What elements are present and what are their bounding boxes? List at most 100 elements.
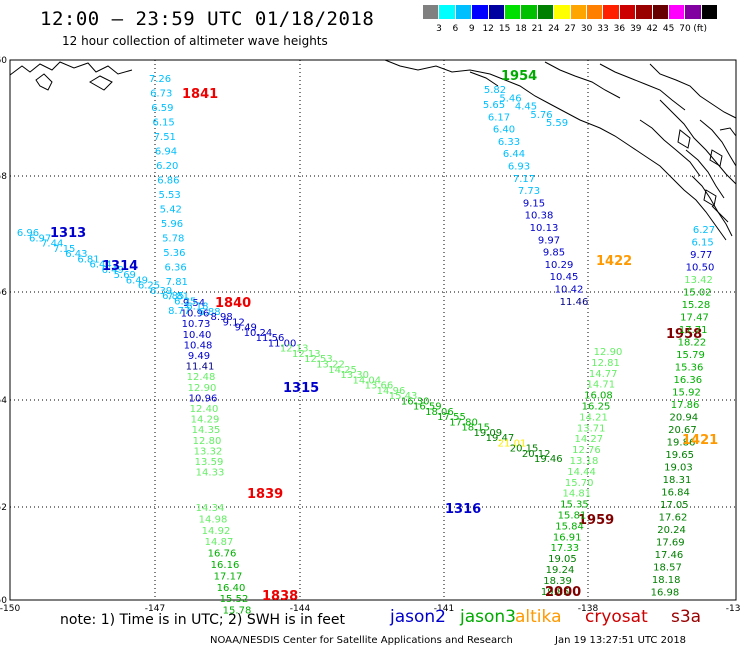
swh-value: 6.20	[156, 161, 178, 172]
swh-value: 5.46	[499, 93, 521, 104]
coastline-segment	[599, 63, 686, 111]
satellite-legend-item: jason3	[460, 607, 516, 627]
swh-value: 7.26	[149, 74, 171, 85]
lon-tick-label: -144	[290, 604, 311, 614]
legend-swatch	[685, 5, 701, 19]
swh-value: 16.98	[651, 588, 680, 599]
legend-label: 70	[679, 24, 691, 34]
swh-value: 15.79	[676, 350, 705, 361]
map-frame	[9, 59, 737, 601]
swh-value: 6.15	[152, 118, 174, 129]
track-time-label: 1313	[50, 226, 86, 241]
legend-label: 21	[531, 24, 544, 34]
legend-label: 27	[564, 24, 576, 34]
swh-value: 5.76	[530, 110, 552, 121]
swh-value: 13.32	[194, 446, 223, 457]
swh-value: 14.04	[352, 375, 381, 386]
swh-value: 14.71	[586, 380, 615, 391]
swh-value: 19.05	[548, 554, 577, 565]
coastline-segment	[659, 99, 737, 185]
legend-label: 24	[548, 24, 560, 34]
lat-tick-label: 58	[0, 172, 7, 182]
swh-value: 5.42	[160, 205, 182, 216]
swh-value: 15.28	[682, 300, 711, 311]
track-time-label: 1421	[682, 433, 718, 448]
credit-line: NOAA/NESDIS Center for Satellite Applica…	[210, 635, 513, 646]
swh-value: 6.86	[157, 176, 179, 187]
swh-value: 12.90	[594, 347, 623, 358]
swh-value: 6.94	[155, 147, 177, 158]
coastline-segment	[711, 205, 729, 223]
swh-value: 6.27	[693, 225, 715, 236]
swh-value: 13.18	[570, 456, 599, 467]
swh-value: 16.30	[401, 396, 430, 407]
swh-value: 15.52	[220, 594, 249, 605]
swh-value: 10.50	[686, 263, 715, 274]
swh-value: 12.80	[193, 436, 222, 447]
swh-value: 14.27	[574, 434, 603, 445]
generated-timestamp: Jan 19 13:27:51 UTC 2018	[555, 635, 687, 646]
swh-value: 10.96	[189, 393, 218, 404]
swh-value: 15.84	[555, 521, 584, 532]
swh-value: 12.76	[572, 445, 601, 456]
lat-lon-grid	[10, 60, 736, 600]
legend-unit: (ft)	[693, 24, 707, 34]
lon-tick-label: -138	[578, 604, 599, 614]
swh-value: 6.15	[691, 238, 713, 249]
legend-swatch	[652, 5, 668, 19]
legend-swatch	[554, 5, 570, 19]
swh-value: 7.81	[167, 292, 189, 303]
track-time-label: 1315	[283, 381, 319, 396]
swh-value: 10.45	[550, 272, 579, 283]
swh-value: 16.91	[553, 532, 582, 543]
legend-label: 15	[498, 24, 511, 34]
swh-value: 5.82	[484, 85, 506, 96]
swh-value: 8.77	[168, 306, 190, 317]
swh-value: 6.73	[150, 89, 172, 100]
coastline-segment	[709, 149, 723, 167]
swh-value: 19.85	[541, 587, 570, 598]
swh-value: 10.48	[184, 340, 213, 351]
swh-value: 16.76	[208, 549, 237, 560]
legend-label: 9	[468, 24, 475, 34]
swh-value: 5.59	[546, 118, 568, 129]
swh-value: 12.81	[591, 358, 620, 369]
swh-value: 10.29	[545, 260, 574, 271]
swh-value: 7.73	[518, 186, 540, 197]
swh-value: 12.40	[190, 404, 219, 415]
page-subtitle: 12 hour collection of altimeter wave hei…	[62, 34, 328, 48]
swh-value: 17.55	[437, 412, 466, 423]
swh-value: 14.25	[328, 365, 357, 376]
swh-value: 20.15	[510, 444, 539, 455]
legend-swatch	[669, 5, 685, 19]
swh-value: 18.22	[678, 338, 707, 349]
swh-value: 20.12	[522, 449, 551, 460]
swh-value: 11.41	[186, 362, 215, 373]
swh-value: 11.46	[560, 297, 589, 308]
swh-value: 5.53	[158, 190, 180, 201]
swh-value: 10.24	[244, 328, 273, 339]
track-time-label: 1838	[262, 589, 298, 604]
altimeter-tracks: 1841 7.26 6.73 6.59 6.15 7.51 6.94 6.20 6.86 5.53…	[17, 69, 718, 617]
swh-value: 18.39	[543, 576, 572, 587]
swh-value: 6.88	[198, 307, 220, 318]
swh-value: 12.53	[304, 354, 333, 365]
swh-value: 14.35	[192, 425, 221, 436]
swh-value: 13.59	[195, 457, 224, 468]
swh-value: 17.69	[656, 538, 685, 549]
track-time-label: 1422	[596, 254, 632, 269]
swh-value: 12.48	[187, 372, 216, 383]
swh-value: 15.02	[683, 288, 712, 299]
swh-value: 6.85	[162, 291, 184, 302]
swh-value: 7.51	[154, 132, 176, 143]
swh-value: 14.44	[567, 467, 596, 478]
legend-swatch	[505, 5, 521, 19]
track-time-label: 1314	[102, 259, 138, 274]
coastline	[9, 59, 737, 241]
swh-value: 5.96	[161, 219, 183, 230]
swh-value: 9.85	[543, 248, 565, 259]
coastline-segment	[685, 149, 725, 199]
legend-swatch	[488, 5, 504, 19]
swh-value: 5.69	[114, 270, 136, 281]
track-time-label: 2000	[545, 585, 581, 600]
